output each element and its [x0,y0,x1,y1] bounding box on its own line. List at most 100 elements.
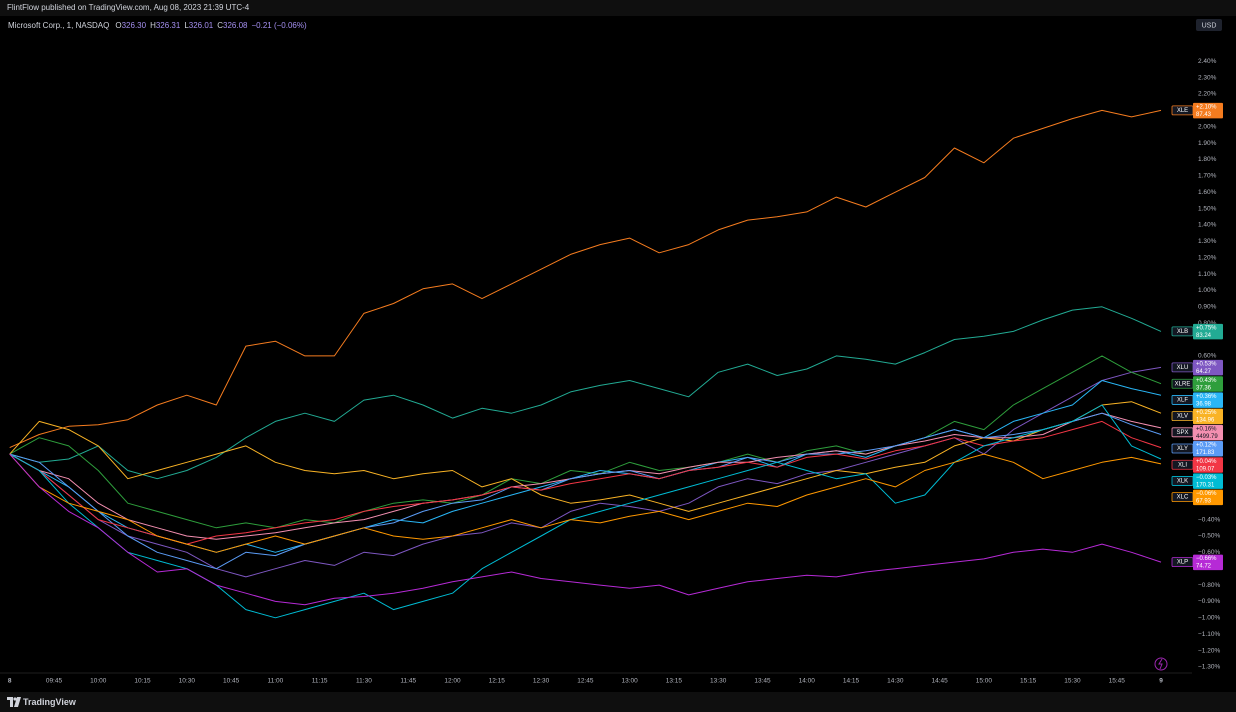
x-tick-label: 14:00 [799,678,816,685]
y-tick-label: 0.80% [1198,320,1217,327]
y-tick-label: −1.30% [1198,664,1220,671]
y-tick-label: 1.10% [1198,271,1217,278]
badge-value-box [1193,424,1223,441]
badge-name: XLE [1177,108,1188,114]
x-tick-label: 12:00 [444,678,461,685]
badge-change: +0.25% [1196,410,1217,416]
chart-background [0,16,1236,692]
y-tick-label: 2.20% [1198,91,1217,98]
y-tick-label: 1.70% [1198,173,1217,180]
badge-change: +0.43% [1196,378,1217,384]
badge-name: XLY [1177,446,1188,452]
ohlc-label: H [150,21,156,30]
badge-name: XLI [1178,462,1187,468]
currency: USD [1202,22,1217,29]
x-tick-label: 10:45 [223,678,240,685]
x-tick-label: 13:15 [666,678,683,685]
x-tick-label: 10:30 [179,678,196,685]
symbol: Microsoft Corp., 1, NASDAQ [8,21,109,30]
x-tick-label: 11:30 [356,678,372,685]
currency-button[interactable] [1196,19,1222,31]
badge-price: 171.83 [1196,450,1215,456]
symbol-legend: Microsoft Corp., 1, NASDAQ O326.30 H326.31… [8,21,307,30]
y-tick-label: −0.50% [1198,533,1220,540]
ohlc-value: 326.30 [122,21,147,30]
x-tick-label: 15:30 [1064,678,1081,685]
x-tick-label: 9 [1159,678,1163,685]
x-tick-label: 15:45 [1109,678,1126,685]
y-tick-label: −1.20% [1198,647,1220,654]
badge-name: XLK [1177,479,1188,485]
x-tick-label: 09:45 [46,678,63,685]
publisher: FlintFlow published on TradingView.com, … [7,3,250,12]
badge-value-box [1193,554,1223,571]
y-tick-label: 1.40% [1198,222,1217,229]
badge-value-box [1193,457,1223,473]
badge-value-box [1193,323,1223,340]
series-line [9,453,1162,553]
y-tick-label: 1.60% [1198,189,1217,196]
badge-price: 170.31 [1196,483,1215,489]
brand: TradingView [23,697,76,707]
y-tick-label: 2.40% [1198,58,1217,65]
ohlc-label: O [115,21,121,30]
badge-value-box [1193,408,1223,425]
y-tick-label: 0.90% [1198,304,1217,311]
badge-name: XLP [1177,560,1188,566]
series-line [9,306,1162,480]
badge-name: XLB [1177,329,1188,335]
series-line [9,412,1162,570]
y-tick-label: −0.90% [1198,598,1220,605]
badge-name: SPX [1176,430,1188,436]
y-tick-label: 2.30% [1198,74,1217,81]
series-line [9,109,1162,449]
ohlc-value: 326.08 [223,21,248,30]
y-tick-label: 1.20% [1198,254,1217,261]
badge-change: +0.75% [1196,325,1217,331]
series-line [9,366,1162,578]
badge-change: +0.04% [1196,459,1217,465]
y-tick-label: 1.90% [1198,140,1217,147]
y-tick-label: 1.50% [1198,205,1217,212]
y-tick-label: 2.00% [1198,123,1217,130]
x-tick-label: 10:15 [134,678,151,685]
badge-price: 109.07 [1196,466,1215,472]
x-tick-label: 11:45 [400,678,416,685]
ohlc-value: 326.01 [189,21,214,30]
badge-value-box [1193,441,1223,457]
badge-change: +0.53% [1196,361,1217,367]
badge-price: 4499.79 [1196,434,1218,440]
badge-price: 36.98 [1196,402,1212,408]
brand-logo [7,697,21,707]
y-tick-label: −1.10% [1198,631,1220,638]
badge-change: −0.03% [1196,475,1217,481]
price-axis [1192,16,1236,692]
y-tick-label: −1.00% [1198,615,1220,622]
badge-value-box [1193,489,1223,506]
x-tick-label: 8 [8,678,12,685]
y-tick-label: 1.00% [1198,287,1217,294]
badge-value-box [1193,359,1223,376]
badge-change: −0.06% [1196,491,1217,497]
x-tick-label: 11:15 [312,678,328,685]
x-tick-label: 12:15 [489,678,506,685]
badge-change: +0.36% [1196,394,1217,400]
x-tick-label: 15:00 [976,678,993,685]
badge-name: XLRE [1175,381,1191,387]
badge-change: +0.12% [1196,443,1217,449]
y-tick-label: 1.80% [1198,156,1217,163]
legend: Microsoft Corp., 1, NASDAQ O326.30 H326.31… [8,21,307,30]
badge-value-box [1193,102,1223,119]
series-line [9,420,1162,545]
badge-value-box [1193,376,1223,392]
alert-icon[interactable] [1154,657,1168,671]
x-tick-label: 13:30 [710,678,727,685]
badge-price: 64.27 [1196,369,1212,375]
x-tick-label: 14:45 [931,678,948,685]
change: −0.21 (−0.06%) [251,21,306,30]
badge-name: XLC [1177,495,1189,501]
badge-change: +0.16% [1196,426,1217,432]
badge-price: 67.93 [1196,499,1212,505]
footer: TradingView [0,692,1236,712]
